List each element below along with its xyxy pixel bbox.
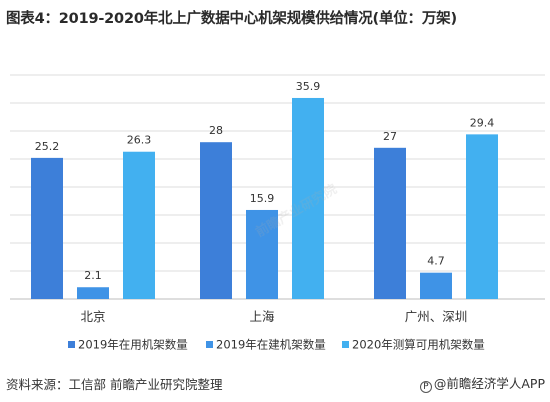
category-label: 上海 [249, 309, 275, 324]
value-label: 26.3 [127, 134, 152, 147]
category-label: 北京 [80, 309, 105, 324]
bar [200, 142, 232, 299]
bars [31, 97, 498, 300]
legend-swatch [206, 341, 213, 348]
bar [420, 272, 452, 299]
value-label: 15.9 [250, 192, 275, 205]
bar [77, 287, 109, 299]
bar [374, 147, 406, 299]
legend-swatch [68, 341, 75, 348]
bar [246, 209, 278, 299]
bar [292, 97, 324, 300]
category-labels: 北京 上海 广州、深圳 [80, 309, 467, 324]
value-label: 25.2 [35, 140, 60, 153]
value-label: 27 [383, 130, 397, 143]
legend-label: 2020年测算可用机架数量 [352, 338, 485, 352]
value-label: 4.7 [427, 255, 445, 268]
bar [31, 157, 63, 299]
category-label: 广州、深圳 [405, 309, 468, 324]
brand-credit: P @前瞻经济学人APP [419, 373, 545, 393]
bar [123, 151, 155, 299]
value-label: 29.4 [470, 116, 495, 129]
value-label: 28 [209, 124, 223, 137]
value-label: 2.1 [84, 269, 102, 282]
chart-title: 图表4：2019-2020年北上广数据中心机架规模供给情况(单位：万架) [6, 11, 457, 27]
legend-swatch [342, 341, 349, 348]
legend-label: 2019年在建机架数量 [216, 338, 326, 352]
bar [466, 134, 498, 299]
legend: 2019年在用机架数量 2019年在建机架数量 2020年测算可用机架数量 [68, 338, 485, 352]
value-labels: 25.2 28 27 2.1 15.9 4.7 26.3 35.9 29.4 [35, 80, 495, 282]
source-note: 资料来源：工信部 前瞻产业研究院整理 [6, 377, 223, 392]
brand-text: @前瞻经济学人APP [433, 376, 545, 391]
value-label: 35.9 [296, 80, 321, 93]
brand-icon: P [419, 381, 432, 393]
legend-label: 2019年在用机架数量 [78, 338, 188, 352]
